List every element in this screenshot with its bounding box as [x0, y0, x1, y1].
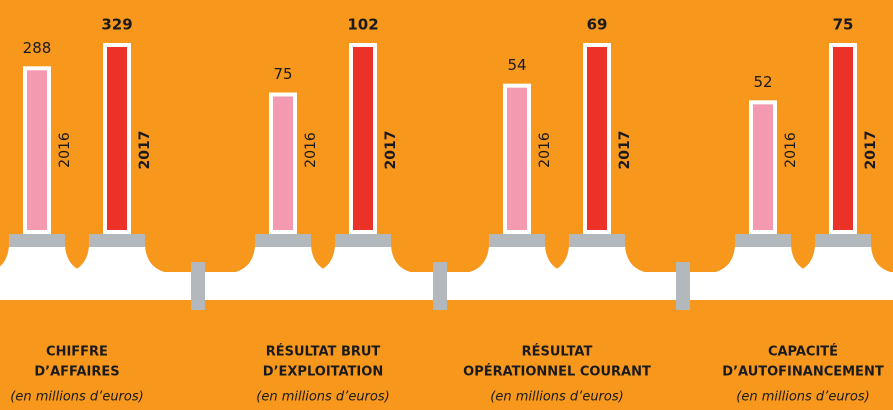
category-label: D’AFFAIRES: [34, 365, 119, 380]
year-label: 2017: [137, 131, 153, 170]
category-note: (en millions d’euros): [490, 390, 623, 405]
bar-cap: [569, 234, 625, 247]
value-label: 75: [273, 65, 292, 83]
value-label: 75: [833, 16, 854, 34]
category-note: (en millions d’euros): [736, 390, 869, 405]
pipes: [0, 246, 893, 310]
year-label: 2017: [383, 131, 399, 170]
bar: [269, 92, 297, 234]
bar-cap: [735, 234, 791, 247]
year-label: 2016: [57, 132, 73, 168]
category-label: D’EXPLOITATION: [263, 365, 383, 380]
category-label: RÉSULTAT: [522, 344, 593, 360]
category-label: RÉSULTAT BRUT: [266, 344, 381, 360]
year-label: 2016: [537, 132, 553, 168]
bar: [829, 43, 857, 234]
value-label: 52: [753, 73, 772, 91]
pipe-joint: [305, 246, 421, 274]
pipe-joint: [225, 246, 341, 274]
value-label: 102: [347, 16, 378, 34]
bar-cap: [335, 234, 391, 247]
category-label: D’AUTOFINANCEMENT: [722, 365, 884, 380]
connector: [433, 262, 447, 310]
category-label: CHIFFRE: [46, 345, 108, 360]
bar-cap: [815, 234, 871, 247]
bar-cap: [489, 234, 545, 247]
connector: [676, 262, 690, 310]
bar: [749, 100, 777, 234]
connector: [191, 262, 205, 310]
pipe-joint: [539, 246, 655, 274]
bar-cap: [9, 234, 65, 247]
bar-cap: [255, 234, 311, 247]
year-label: 2016: [783, 132, 799, 168]
category-label: CAPACITÉ: [768, 344, 838, 360]
bar: [23, 66, 51, 234]
value-label: 329: [101, 16, 132, 34]
bar: [583, 43, 611, 234]
marks: 288 2016 329 2017 CHIFFRE D’AFFAIRES (en milli…: [9, 16, 884, 405]
year-label: 2017: [617, 131, 633, 170]
pipe-joint: [0, 246, 95, 274]
pipe-joint: [59, 246, 175, 274]
pipe-joint: [785, 246, 893, 274]
year-label: 2017: [863, 131, 879, 170]
pipe-joint: [459, 246, 575, 274]
bar-cap: [89, 234, 145, 247]
value-label: 69: [587, 16, 608, 34]
bar: [103, 43, 131, 234]
year-label: 2016: [303, 132, 319, 168]
pipe-joint: [705, 246, 821, 274]
bar: [503, 83, 531, 234]
category-label: OPÉRATIONNEL COURANT: [463, 364, 651, 380]
value-label: 54: [507, 56, 526, 74]
category-note: (en millions d’euros): [10, 390, 143, 405]
value-label: 288: [23, 39, 52, 57]
category-note: (en millions d’euros): [256, 390, 389, 405]
bar: [349, 43, 377, 234]
